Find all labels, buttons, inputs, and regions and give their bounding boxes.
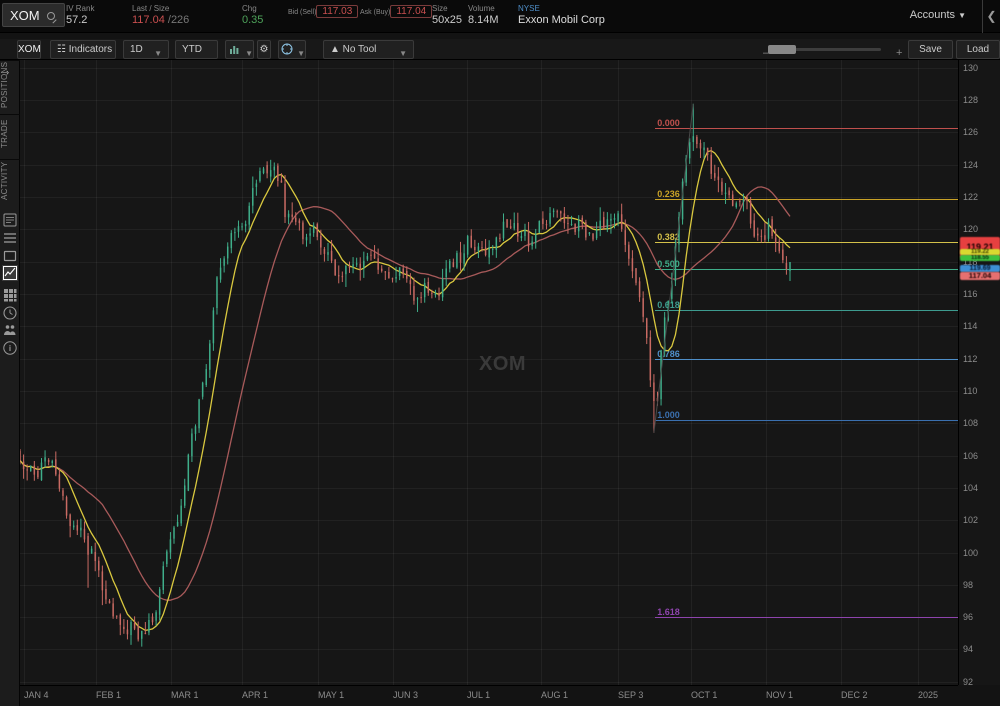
svg-text:i: i xyxy=(9,344,11,353)
